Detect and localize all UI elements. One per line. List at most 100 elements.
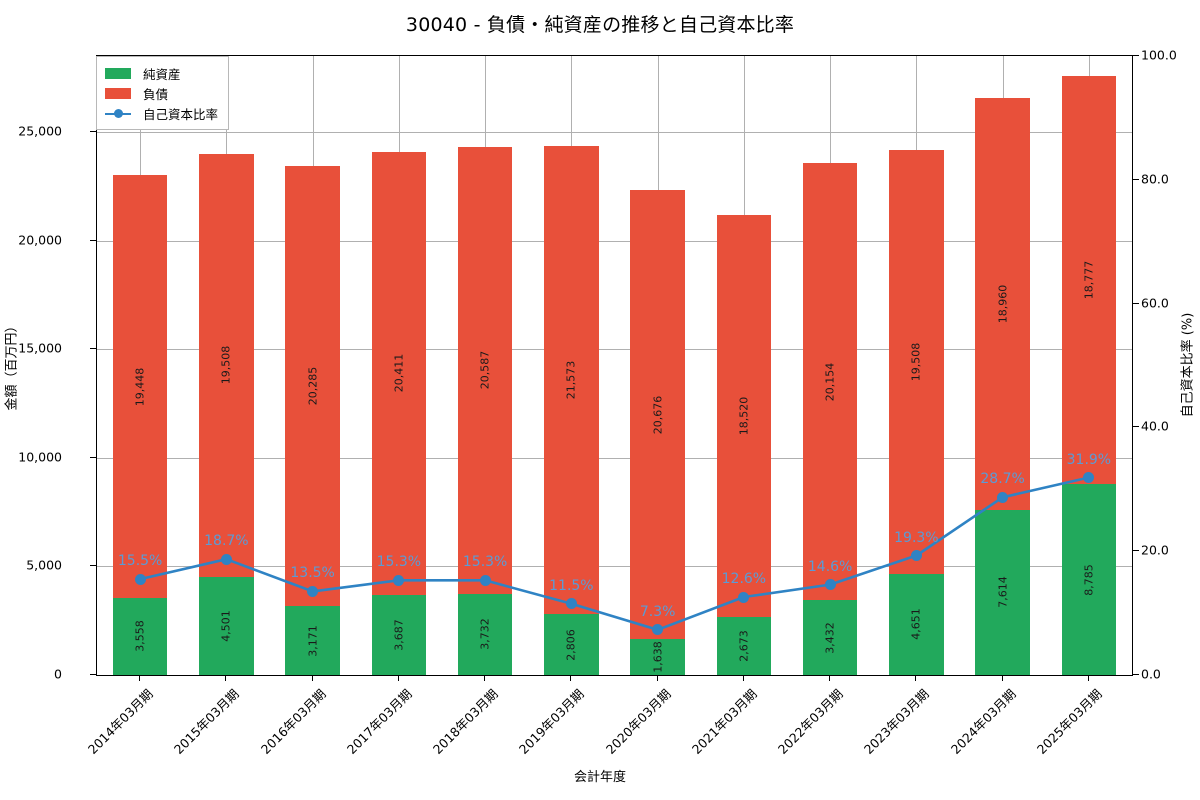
y-axis-right-tick-label: 0.0	[1141, 666, 1161, 682]
y-axis-right-tick-mark	[1133, 178, 1139, 180]
x-axis-tick-label: 2024年03月期	[947, 686, 1019, 757]
bar-value-label-net-assets: 3,687	[392, 619, 406, 651]
legend-label-net-assets: 純資産	[143, 66, 181, 82]
x-axis-tick-label: 2025年03月期	[1033, 686, 1105, 757]
x-axis-tick-mark	[656, 676, 658, 681]
x-axis-tick-label: 2020年03月期	[602, 686, 674, 757]
y-axis-right-tick-mark	[1133, 55, 1139, 56]
bar-value-label-liabilities: 19,448	[133, 367, 147, 406]
data-point-marker[interactable]	[910, 550, 922, 562]
y-axis-left-label: 金額（百万円）	[4, 319, 20, 411]
chart-title: 30040 - 負債・純資産の推移と自己資本比率	[405, 14, 795, 36]
ratio-value-label: 15.3%	[376, 554, 422, 571]
y-axis-right-tick-mark	[1133, 550, 1139, 552]
ratio-value-label: 7.3%	[639, 603, 676, 620]
ratio-value-label: 15.5%	[117, 553, 163, 570]
x-axis-tick-label: 2019年03月期	[516, 686, 588, 757]
x-axis-tick-label: 2016年03月期	[257, 686, 329, 757]
bar-value-label-liabilities: 18,777	[1082, 261, 1096, 300]
data-point-marker[interactable]	[134, 573, 146, 585]
gridline	[97, 132, 1132, 134]
data-point-marker[interactable]	[565, 598, 577, 610]
bar-value-label-net-assets: 3,558	[133, 620, 147, 653]
y-axis-left-tick-mark	[90, 348, 96, 350]
bar-net-assets[interactable]	[630, 639, 685, 675]
gridline	[97, 457, 1132, 459]
y-axis-left-tick-label: 0	[54, 666, 62, 682]
data-point-marker[interactable]	[307, 585, 319, 597]
plot-area: 3,558 19,448 4,501 19,508 3,171 20,285 3,687 20…	[96, 55, 1133, 676]
x-axis-tick-label: 2017年03月期	[343, 686, 415, 757]
gridline	[97, 240, 1132, 242]
legend-item-equity-ratio: 自己資本比率	[105, 103, 218, 123]
bar-value-label-liabilities: 19,508	[909, 342, 923, 382]
bar-value-label-liabilities: 21,573	[564, 360, 578, 400]
ratio-value-label: 15.3%	[462, 554, 508, 571]
ratio-value-label: 28.7%	[980, 471, 1025, 488]
data-point-marker[interactable]	[479, 574, 491, 586]
bar-value-label-net-assets: 2,673	[737, 630, 751, 662]
x-axis-tick-label: 2015年03月期	[171, 686, 243, 757]
bar-value-label-liabilities: 19,508	[219, 346, 233, 385]
legend-swatch-red	[105, 87, 131, 99]
bar-liabilities[interactable]	[1061, 76, 1117, 485]
ratio-value-label: 19.3%	[894, 529, 939, 546]
x-axis-tick-mark	[484, 676, 486, 681]
bar-value-label-liabilities: 20,587	[478, 351, 492, 390]
ratio-value-label: 13.5%	[290, 565, 335, 582]
ratio-value-label: 12.6%	[721, 571, 767, 587]
x-axis-tick-mark	[742, 676, 744, 681]
x-axis-tick-label: 2014年03月期	[84, 686, 156, 757]
bar-value-label-net-assets: 8,785	[1082, 563, 1096, 596]
y-axis-right-label: 自己資本比率 (%)	[1180, 312, 1196, 418]
bar-liabilities[interactable]	[975, 97, 1030, 510]
x-axis-tick-mark	[1001, 676, 1003, 681]
x-axis-tick-mark	[397, 676, 399, 681]
ratio-value-label: 18.7%	[204, 533, 249, 550]
bar-value-label-net-assets: 4,501	[219, 610, 233, 642]
y-axis-right-tick-label: 60.0	[1141, 295, 1169, 311]
data-point-marker[interactable]	[824, 579, 836, 591]
y-axis-left-tick-label: 5,000	[26, 557, 62, 573]
data-point-marker[interactable]	[738, 591, 750, 603]
data-point-marker[interactable]	[997, 491, 1009, 503]
y-axis-left-tick-label: 25,000	[18, 123, 62, 139]
y-axis-right-tick-mark	[1133, 302, 1139, 304]
y-axis-left-tick-mark	[90, 239, 96, 241]
ratio-value-label: 14.6%	[807, 558, 853, 575]
y-axis-right-tick-label: 40.0	[1141, 418, 1169, 434]
y-axis-left-tick-mark	[90, 456, 96, 458]
data-point-marker[interactable]	[1083, 472, 1095, 484]
x-axis-tick-mark	[225, 676, 227, 681]
bar-value-label-net-assets: 4,651	[909, 608, 923, 641]
y-axis-right-tick-label: 80.0	[1141, 171, 1169, 187]
legend-swatch-green	[105, 67, 131, 79]
y-axis-left-tick-label: 15,000	[18, 340, 62, 356]
legend-line-marker-icon	[105, 108, 131, 119]
data-point-marker[interactable]	[393, 574, 405, 586]
y-axis-right-tick-mark	[1133, 674, 1139, 675]
x-axis-label: 会計年度	[573, 770, 626, 785]
y-axis-left-tick-mark	[90, 565, 96, 567]
gridline	[97, 349, 1132, 351]
x-axis-tick-label: 2022年03月期	[774, 686, 846, 757]
bar-value-label-liabilities: 18,520	[737, 396, 751, 436]
y-axis-left-tick-label: 10,000	[18, 449, 62, 465]
data-point-marker[interactable]	[652, 624, 664, 636]
bar-value-label-liabilities: 20,676	[651, 395, 665, 435]
chart-legend: 純資産 負債 自己資本比率	[96, 56, 230, 130]
y-axis-right-tick-mark	[1133, 426, 1139, 428]
ratio-value-label: 31.9%	[1066, 451, 1112, 468]
x-axis-tick-mark	[139, 676, 141, 681]
ratio-value-label: 11.5%	[549, 577, 594, 594]
data-point-marker[interactable]	[220, 553, 232, 565]
y-axis-left-tick-mark	[90, 131, 96, 133]
x-axis-tick-label: 2021年03月期	[688, 686, 760, 757]
bar-value-label-net-assets: 3,732	[478, 618, 492, 651]
legend-item-liabilities: 負債	[105, 83, 218, 103]
y-axis-left-tick-label: 20,000	[18, 232, 62, 248]
legend-label-equity-ratio: 自己資本比率	[143, 106, 219, 122]
bar-value-label-net-assets: 3,432	[823, 621, 837, 654]
x-axis-tick-mark	[570, 676, 572, 681]
